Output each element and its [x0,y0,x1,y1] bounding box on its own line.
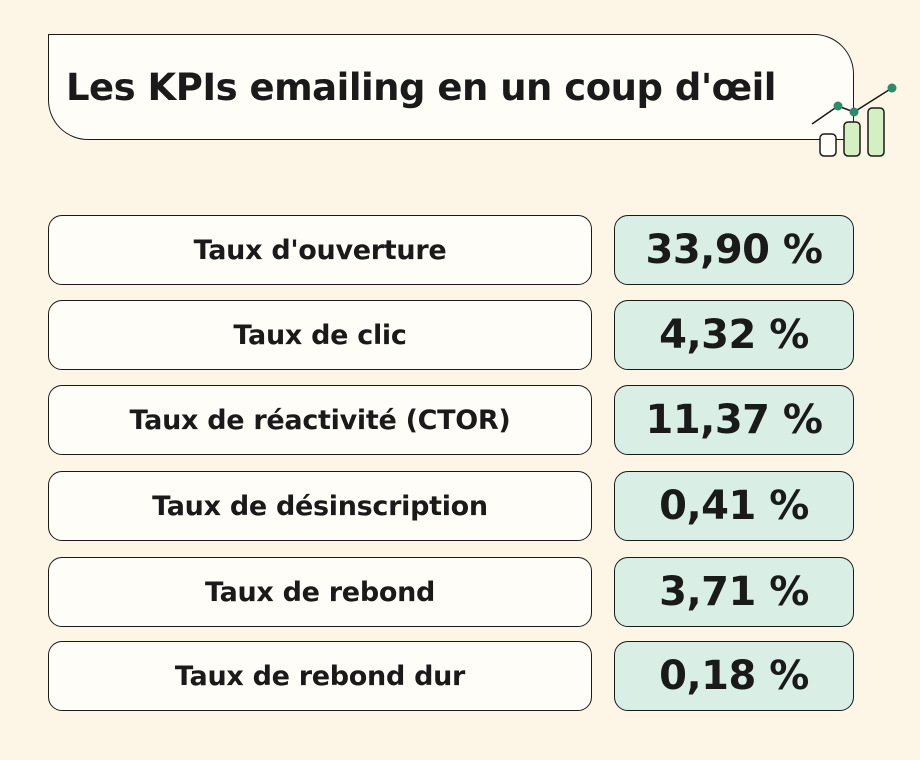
kpi-value: 0,18 % [659,653,809,699]
kpi-label-box: Taux de clic [48,300,592,370]
kpi-label-box: Taux de rebond dur [48,641,592,711]
kpi-value-box: 0,18 % [614,641,854,711]
kpi-value-box: 3,71 % [614,557,854,627]
kpi-label-box: Taux d'ouverture [48,215,592,285]
kpi-label: Taux de rebond [204,576,436,608]
kpi-value: 33,90 % [645,227,823,273]
kpi-value-box: 33,90 % [614,215,854,285]
kpi-value: 11,37 % [645,397,823,443]
kpi-value: 0,41 % [659,483,809,529]
kpi-row-open-rate: Taux d'ouverture 33,90 % [48,215,854,285]
kpi-row-hard-bounce-rate: Taux de rebond dur 0,18 % [48,641,854,711]
title-card: Les KPIs emailing en un coup d'œil [48,34,854,140]
kpi-value-box: 4,32 % [614,300,854,370]
page-title: Les KPIs emailing en un coup d'œil [65,65,777,109]
kpi-value-box: 11,37 % [614,385,854,455]
kpi-row-unsubscribe-rate: Taux de désinscription 0,41 % [48,471,854,541]
kpi-label-box: Taux de désinscription [48,471,592,541]
kpi-label: Taux de désinscription [152,490,488,522]
kpi-row-bounce-rate: Taux de rebond 3,71 % [48,557,854,627]
kpi-value: 3,71 % [659,569,809,615]
kpi-label: Taux de réactivité (CTOR) [129,404,511,436]
kpi-label-box: Taux de rebond [48,557,592,627]
kpi-label-box: Taux de réactivité (CTOR) [48,385,592,455]
kpi-row-click-rate: Taux de clic 4,32 % [48,300,854,370]
kpi-value-box: 0,41 % [614,471,854,541]
kpi-row-ctor: Taux de réactivité (CTOR) 11,37 % [48,385,854,455]
kpi-label: Taux de rebond dur [174,660,466,692]
kpi-value: 4,32 % [659,312,809,358]
bar-chart-growth-icon [811,83,897,157]
kpi-label: Taux de clic [233,319,407,351]
kpi-label: Taux d'ouverture [193,234,447,266]
